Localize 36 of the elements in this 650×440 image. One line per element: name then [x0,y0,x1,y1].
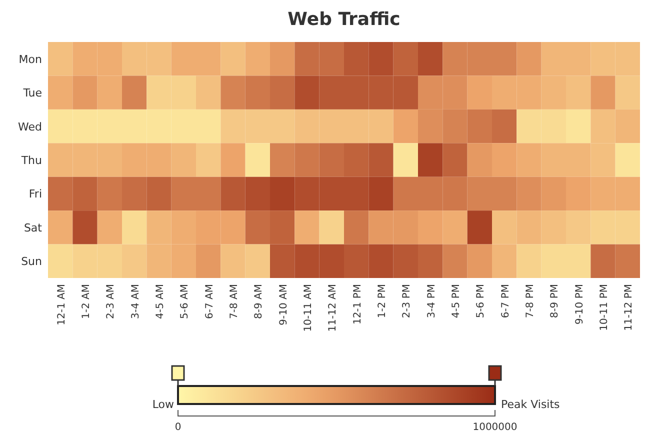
x-tick-label: 10-11 PM [599,284,610,331]
chart-title: Web Traffic [288,9,400,30]
color-bar-label: 1000000 [472,422,518,433]
y-tick-label: Mon [18,52,42,66]
x-tick-label: 5-6 PM [476,284,487,318]
y-tick-label: Tue [22,86,42,100]
x-tick-label: 11-12 PM [624,284,635,331]
x-tick-label: 6-7 PM [500,284,512,318]
x-tick-label: 6-7 AM [204,284,216,319]
y-tick-label: Wed [18,120,42,134]
x-tick-label: 1-2 PM [377,284,388,318]
x-tick-label: 2-3 AM [106,284,117,319]
y-tick-label: Thu [20,154,42,167]
y-tick-label: Sat [24,221,43,234]
y-tick-label: Fri [28,188,42,201]
text: Peak Visits [501,398,560,411]
x-tick-label: 2-3 PM [402,284,413,318]
x-tick-label: 5-6 AM [180,284,191,319]
y-tick-label: Sun [21,255,42,268]
x-tick-label: 9-10 PM [574,284,586,325]
x-tick-label: 7-8 PM [525,284,536,318]
x-tick-label: 8-9 PM [550,284,561,318]
x-tick-label: 9-10 AM [278,284,290,326]
x-tick-label: 8-9 AM [254,284,265,319]
x-tick-label: 4-5 AM [155,284,166,319]
text: Low [152,398,174,411]
x-tick-label: 3-4 PM [426,284,438,318]
x-tick-label: 11-12 AM [328,284,339,332]
x-tick-label: 12-1 AM [56,284,68,326]
x-tick-label: 1-2 AM [81,284,92,319]
x-tick-label: 12-1 PM [352,284,364,325]
color-bar-label: 0 [174,422,182,433]
x-tick-label: 7-8 AM [229,284,240,319]
x-tick-label: 3-4 AM [130,284,142,319]
x-tick-label: 4-5 PM [451,284,462,318]
x-tick-label: 10-11 AM [303,284,314,332]
